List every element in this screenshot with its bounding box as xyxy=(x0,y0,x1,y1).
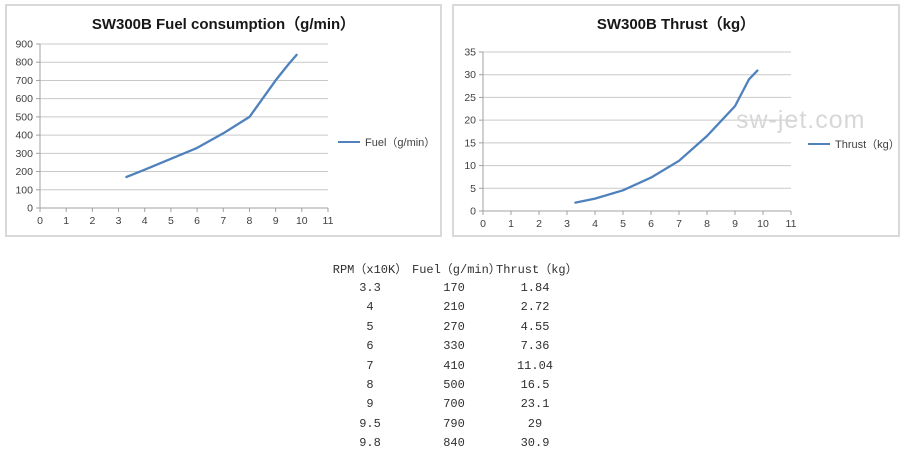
table-cell: 790 xyxy=(443,416,465,431)
table-cell: 270 xyxy=(443,319,465,334)
table-cell: 4.55 xyxy=(520,319,550,334)
x-tick-label: 10 xyxy=(757,218,769,230)
y-tick-label: 900 xyxy=(15,39,33,51)
fuel-chart-title: SW300B Fuel consumption（g/min） xyxy=(91,16,356,33)
table-cell: 9.8 xyxy=(359,436,381,451)
y-tick-label: 10 xyxy=(464,160,476,172)
table-row: 9 700 23.1 xyxy=(328,395,574,414)
table-cell: 500 xyxy=(443,378,465,393)
thrust-legend-label: Thrust（kg） xyxy=(835,139,900,151)
table-row: 4 210 2.72 xyxy=(328,298,574,317)
y-tick-label: 200 xyxy=(15,166,33,178)
table-cell: 2.72 xyxy=(520,300,550,315)
x-tick-label: 3 xyxy=(116,215,122,227)
legend-line-icon xyxy=(808,143,830,145)
table-cell: 30.9 xyxy=(520,436,550,451)
x-tick-label: 0 xyxy=(480,218,486,230)
x-tick-label: 9 xyxy=(732,218,738,230)
table-cell: 8 xyxy=(366,378,374,393)
y-tick-label: 0 xyxy=(470,206,476,218)
table-row: 9.5 790 29 xyxy=(328,414,574,433)
x-tick-label: 10 xyxy=(296,215,308,227)
table-header-cell: Fuel（g/min） xyxy=(412,263,501,278)
thrust-chart-title: SW300B Thrust（kg） xyxy=(596,16,756,33)
x-tick-label: 4 xyxy=(142,215,148,227)
table-header-cell: RPM（x10K） xyxy=(332,263,408,278)
table-cell: 3.3 xyxy=(359,281,381,296)
table-cell: 210 xyxy=(443,300,465,315)
table-cell: 1.84 xyxy=(520,281,550,296)
table-header-cell: Thrust（kg） xyxy=(496,263,578,278)
table-header-row: RPM（x10K） Fuel（g/min） Thrust（kg） xyxy=(328,259,578,278)
table-row: 6 330 7.36 xyxy=(328,337,574,356)
y-tick-label: 30 xyxy=(464,69,476,81)
x-tick-label: 3 xyxy=(564,218,570,230)
x-tick-label: 4 xyxy=(592,218,598,230)
table-row: 5 270 4.55 xyxy=(328,317,574,336)
y-tick-label: 100 xyxy=(15,184,33,196)
table-cell: 170 xyxy=(443,281,465,296)
table-cell: 11.04 xyxy=(516,358,553,373)
x-tick-label: 11 xyxy=(323,215,334,227)
thrust-legend: Thrust（kg） xyxy=(808,136,900,152)
fuel-legend: Fuel（g/min） xyxy=(338,134,435,150)
y-tick-label: 700 xyxy=(15,75,33,87)
table-cell: 7.36 xyxy=(520,339,550,354)
y-tick-label: 400 xyxy=(15,130,33,142)
y-tick-label: 300 xyxy=(15,148,33,160)
y-tick-label: 25 xyxy=(464,92,476,104)
x-tick-label: 5 xyxy=(620,218,626,230)
x-tick-label: 5 xyxy=(168,215,174,227)
table-row: 9.8 840 30.9 xyxy=(328,434,574,453)
y-tick-label: 0 xyxy=(27,203,33,215)
x-tick-label: 1 xyxy=(508,218,514,230)
y-tick-label: 5 xyxy=(470,183,476,195)
fuel-chart-panel: SW300B Fuel consumption（g/min） 0 100 200 30… xyxy=(5,4,442,237)
table-cell: 16.5 xyxy=(520,378,550,393)
table-cell: 9.5 xyxy=(359,416,381,431)
table-cell: 840 xyxy=(443,436,465,451)
table-cell: 6 xyxy=(366,339,374,354)
data-table: RPM（x10K） Fuel（g/min） Thrust（kg） 3.3 170 1.84… xyxy=(328,259,578,453)
fuel-chart-plot: 0 100 200 300 400 500 600 700 800 900 0 1 2 3 4 5 6 7 8 9 10… xyxy=(15,39,334,228)
x-tick-label: 9 xyxy=(273,215,279,227)
table-cell: 23.1 xyxy=(520,397,550,412)
table-cell: 9 xyxy=(366,397,374,412)
series-line xyxy=(125,53,298,179)
x-tick-label: 2 xyxy=(536,218,542,230)
x-tick-label: 11 xyxy=(786,218,797,230)
y-tick-label: 800 xyxy=(15,57,33,69)
x-tick-label: 6 xyxy=(648,218,654,230)
series-line xyxy=(574,69,759,204)
table-cell: 330 xyxy=(443,339,465,354)
thrust-chart-plot: 0 5 10 15 20 25 30 35 0 1 2 3 4 5 6 7 8 9 10 11 xyxy=(464,47,797,231)
thrust-chart-panel: SW300B Thrust（kg） 0 5 10 15 20 25 30 35 0 1 2 3 4 5 6 7… xyxy=(452,4,900,237)
x-tick-label: 2 xyxy=(89,215,95,227)
x-tick-label: 8 xyxy=(247,215,253,227)
legend-line-icon xyxy=(338,141,360,143)
table-row: 7 410 11.04 xyxy=(328,356,574,375)
table-cell: 700 xyxy=(443,397,465,412)
x-tick-label: 8 xyxy=(704,218,710,230)
y-tick-label: 20 xyxy=(464,115,476,127)
x-tick-label: 0 xyxy=(37,215,43,227)
x-tick-label: 1 xyxy=(63,215,69,227)
x-tick-label: 7 xyxy=(676,218,682,230)
table-row: 8 500 16.5 xyxy=(328,375,574,394)
table-cell: 4 xyxy=(366,300,374,315)
y-tick-label: 15 xyxy=(464,137,476,149)
table-cell: 7 xyxy=(366,358,374,373)
y-tick-label: 500 xyxy=(15,111,33,123)
table-row: 3.3 170 1.84 xyxy=(328,278,574,297)
y-tick-label: 35 xyxy=(464,47,476,59)
fuel-legend-label: Fuel（g/min） xyxy=(365,137,436,149)
table-cell: 410 xyxy=(443,358,465,373)
watermark: sw-jet.com xyxy=(736,106,866,134)
table-cell: 29 xyxy=(527,416,543,431)
x-tick-label: 7 xyxy=(220,215,226,227)
x-tick-label: 6 xyxy=(194,215,200,227)
table-cell: 5 xyxy=(366,319,374,334)
y-tick-label: 600 xyxy=(15,93,33,105)
